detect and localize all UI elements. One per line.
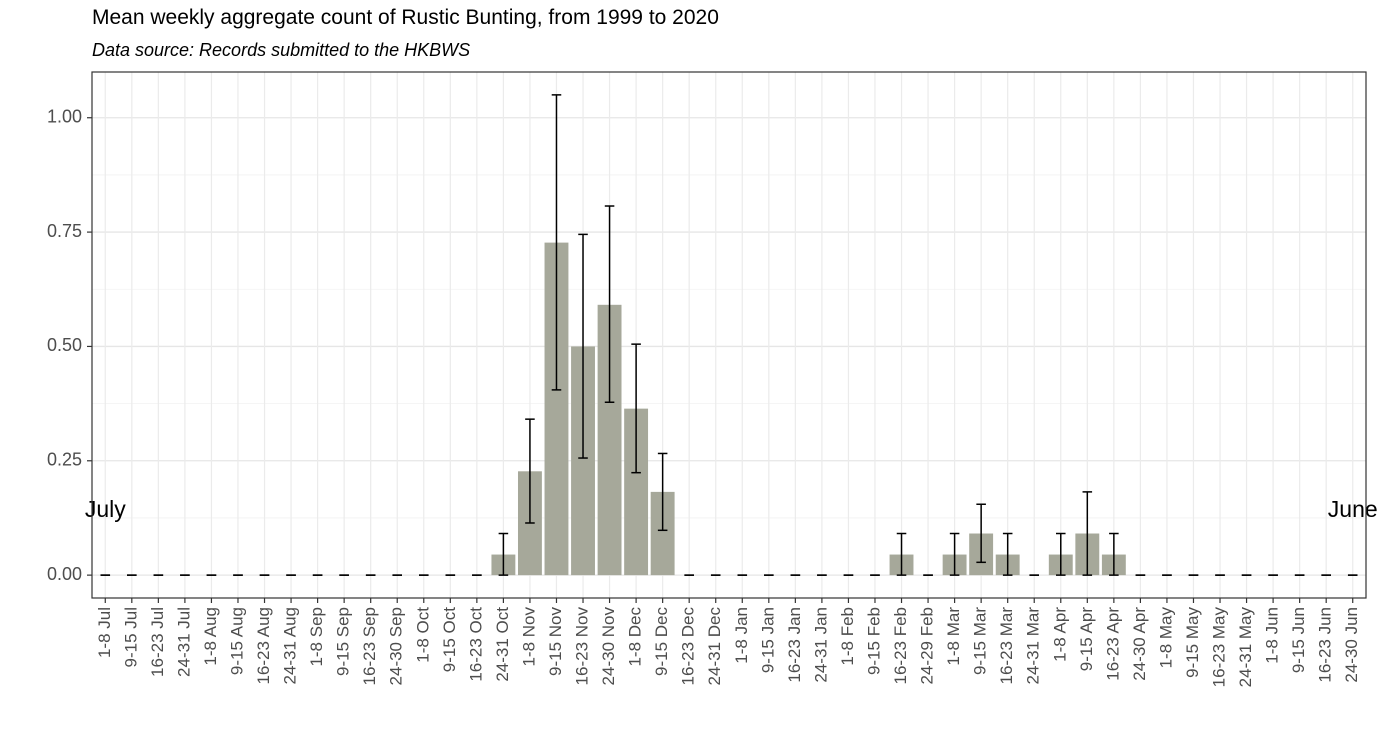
- x-tick-label: 16-23 Jul: [148, 607, 167, 677]
- grid-lines: [92, 72, 1366, 598]
- y-tick-label: 1.00: [47, 106, 82, 126]
- x-tick-label: 16-23 Apr: [1103, 607, 1122, 681]
- y-tick-label: 0.75: [47, 221, 82, 241]
- annotation-label: July: [85, 496, 126, 522]
- x-tick-label: 16-23 Sep: [360, 607, 379, 685]
- plot-panel-border: [91, 71, 1367, 599]
- x-tick-label: 24-30 Jun: [1342, 607, 1361, 683]
- x-tick-label: 24-31 Jan: [811, 607, 830, 683]
- y-tick-label: 0.25: [47, 450, 82, 470]
- x-tick-label: 24-29 Feb: [918, 607, 937, 685]
- x-tick-label: 9-15 Mar: [971, 607, 990, 675]
- x-tick-label: 9-15 Feb: [864, 607, 883, 675]
- x-tick-label: 16-23 Nov: [573, 607, 592, 686]
- x-tick-label: 1-8 Nov: [519, 607, 538, 667]
- x-tick-label: 9-15 May: [1183, 607, 1202, 678]
- x-tick-label: 16-23 May: [1210, 607, 1229, 688]
- y-tick-label: 0.00: [47, 564, 82, 584]
- x-tick-label: 16-23 Aug: [254, 607, 273, 685]
- x-tick-label: 1-8 May: [1156, 607, 1175, 669]
- x-tick-label: 1-8 Jan: [732, 607, 751, 664]
- x-tick-label: 9-15 Nov: [546, 607, 565, 676]
- x-tick-label: 16-23 Jan: [785, 607, 804, 683]
- x-tick-label: 9-15 Sep: [334, 607, 353, 676]
- x-tick-label: 9-15 Apr: [1077, 607, 1096, 672]
- x-tick-label: 16-23 Feb: [891, 607, 910, 685]
- x-tick-label: 9-15 Dec: [652, 607, 671, 676]
- bar: [571, 346, 595, 576]
- x-tick-label: 16-23 Oct: [466, 607, 485, 682]
- x-tick-label: 24-31 Jul: [174, 607, 193, 677]
- x-tick-label: 1-8 Jul: [95, 607, 114, 658]
- x-tick-label: 24-30 Sep: [387, 607, 406, 685]
- y-axis: 0.00 0.25 0.50 0.75 1.00: [47, 106, 92, 584]
- bar: [624, 408, 649, 576]
- y-tick-label: 0.50: [47, 335, 82, 355]
- annotations: July June: [85, 496, 1378, 522]
- chart-subtitle: Data source: Records submitted to the HK…: [92, 40, 471, 60]
- x-tick-label: 24-31 Oct: [493, 607, 512, 682]
- x-tick-label: 9-15 Oct: [440, 607, 459, 672]
- x-tick-label: 1-8 Jun: [1263, 607, 1282, 664]
- x-tick-label: 1-8 Oct: [413, 607, 432, 663]
- x-tick-label: 16-23 Dec: [679, 607, 698, 686]
- x-tick-label: 16-23 Mar: [997, 607, 1016, 685]
- x-tick-label: 1-8 Mar: [944, 607, 963, 666]
- x-axis: 1-8 Jul 9-15 Jul 16-23 Jul 24-31 Jul 1-8 Aug…: [95, 598, 1361, 687]
- x-tick-label: 24-30 Nov: [599, 607, 618, 686]
- x-tick-label: 9-15 Jul: [121, 607, 140, 667]
- x-tick-label: 1-8 Apr: [1050, 607, 1069, 662]
- bar: [597, 304, 622, 576]
- annotation-label: June: [1328, 496, 1378, 522]
- bars: [491, 242, 1126, 576]
- x-tick-label: 24-31 Aug: [281, 607, 300, 685]
- x-tick-label: 24-31 Dec: [705, 607, 724, 686]
- x-tick-label: 9-15 Aug: [227, 607, 246, 675]
- x-tick-label: 1-8 Feb: [838, 607, 857, 666]
- x-tick-label: 24-31 May: [1236, 607, 1255, 688]
- error-bars: [100, 94, 1358, 576]
- bar: [544, 242, 569, 576]
- x-tick-label: 9-15 Jan: [758, 607, 777, 673]
- x-tick-label: 1-8 Dec: [626, 607, 645, 667]
- x-tick-label: 1-8 Sep: [307, 607, 326, 667]
- x-tick-label: 9-15 Jun: [1289, 607, 1308, 673]
- x-tick-label: 16-23 Jun: [1316, 607, 1335, 683]
- x-tick-label: 24-30 Apr: [1130, 607, 1149, 681]
- bar: [650, 491, 675, 576]
- x-tick-label: 1-8 Aug: [201, 607, 220, 666]
- chart-title: Mean weekly aggregate count of Rustic Bu…: [92, 6, 719, 29]
- x-tick-label: 24-31 Mar: [1024, 607, 1043, 685]
